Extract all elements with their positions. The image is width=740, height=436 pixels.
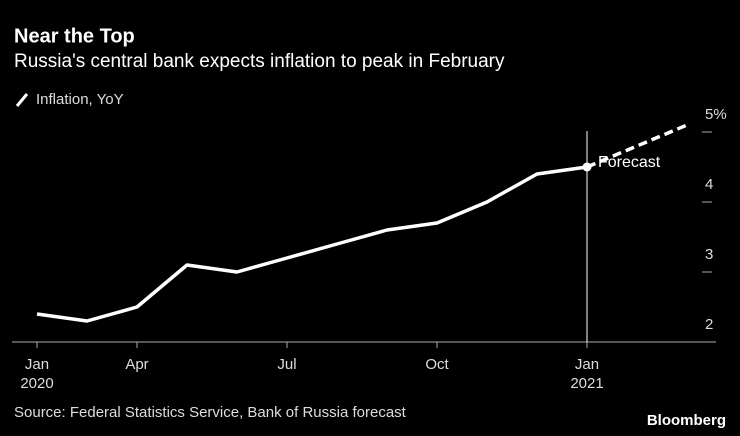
chart-subtitle: Russia's central bank expects inflation …: [14, 51, 505, 72]
x-tick-label: Jan: [575, 356, 599, 373]
chart-title: Near the Top: [14, 25, 135, 47]
legend-label: Inflation, YoY: [36, 91, 124, 108]
x-tick-label: Jan: [25, 356, 49, 373]
forecast-line: [586, 123, 688, 169]
x-year-label: 2021: [570, 375, 603, 392]
x-tick-label: Jul: [277, 356, 296, 373]
x-year-label: 2020: [20, 375, 53, 392]
y-tick-label: 4: [705, 176, 713, 193]
forecast-dot: [582, 162, 592, 172]
data-line: [36, 165, 588, 323]
legend-icon: [15, 93, 29, 107]
y-tick-label: 3: [705, 246, 713, 263]
y-tick-label: 2: [705, 316, 713, 333]
x-tick-label: Apr: [125, 356, 148, 373]
source: Source: Federal Statistics Service, Bank…: [14, 404, 407, 421]
x-tick-label: Oct: [425, 356, 449, 373]
annotation: Forecast: [598, 154, 661, 171]
brand: Bloomberg: [647, 412, 726, 429]
y-tick-label: 5%: [705, 106, 727, 123]
